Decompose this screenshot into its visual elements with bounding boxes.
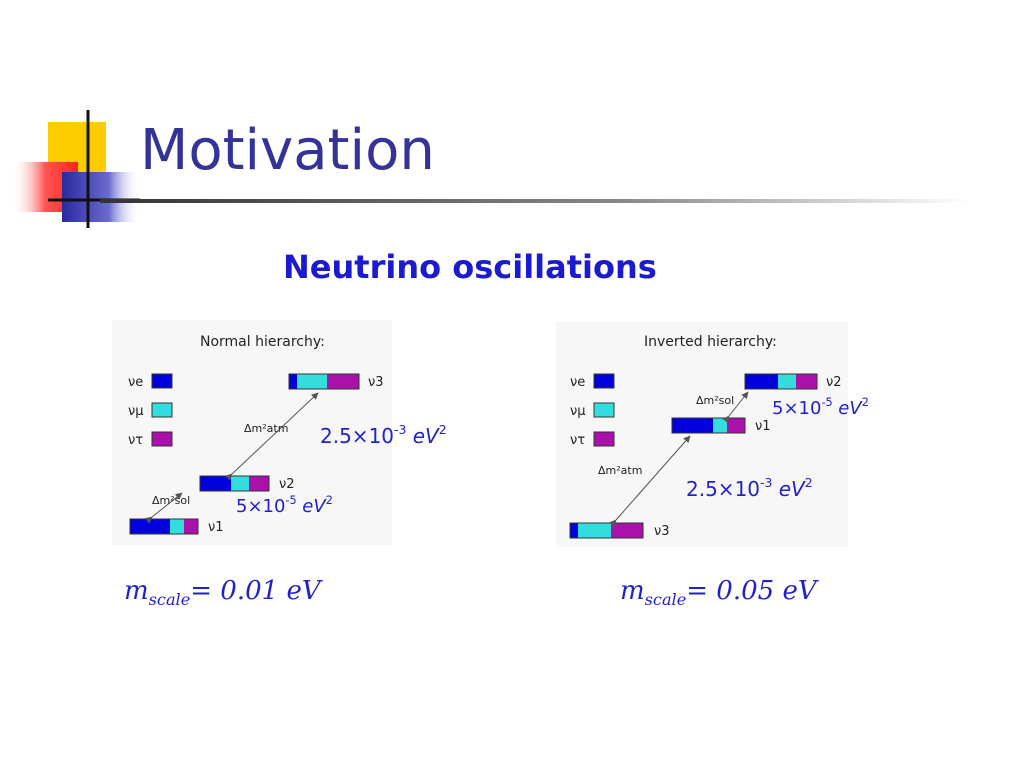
- level-nu2-label: ν2: [826, 375, 842, 390]
- level-nu2-bar: [199, 475, 270, 492]
- legend-nu-e-label: νe: [128, 375, 143, 390]
- inverted-atm-value: 2.5×10-3 eV2: [686, 475, 813, 501]
- level-nu1-bar: [671, 417, 746, 434]
- legend-nu-e-label: νe: [570, 375, 585, 390]
- level-nu3-label: ν3: [654, 524, 670, 539]
- sol-splitting-arrow: [144, 492, 183, 524]
- legend-nu-e-swatch: [593, 373, 615, 389]
- level-nu2-bar: [744, 373, 818, 390]
- dm-sol-label: Δm²sol: [696, 394, 734, 407]
- legend-nu-e-swatch: [151, 373, 173, 389]
- atm-splitting-arrow: [609, 435, 691, 528]
- legend-nu-mu-swatch: [593, 402, 615, 418]
- legend-nu-tau-swatch: [151, 431, 173, 447]
- inverted-hierarchy-diagram: Inverted hierarchy: νe νμ ντ ν2 ν1 ν3 Δm…: [556, 322, 848, 547]
- legend-nu-mu-label: νμ: [570, 404, 586, 419]
- legend-nu-mu-label: νμ: [128, 404, 144, 419]
- dm-atm-label: Δm²atm: [598, 464, 642, 477]
- normal-heading: Normal hierarchy:: [200, 334, 325, 350]
- legend-nu-mu-swatch: [151, 402, 173, 418]
- level-nu1-label: ν1: [208, 520, 224, 535]
- dm-atm-label: Δm²atm: [244, 422, 288, 435]
- sol-splitting-arrow: [722, 391, 749, 424]
- normal-hierarchy-diagram: Normal hierarchy: νe νμ ντ ν3 ν2 ν1 Δm²a…: [112, 320, 392, 545]
- level-nu1-label: ν1: [755, 419, 771, 434]
- level-nu3-bar: [288, 373, 360, 390]
- title-underline: [100, 199, 970, 203]
- slide-subtitle: Neutrino oscillations: [283, 248, 657, 286]
- inverted-heading: Inverted hierarchy:: [644, 334, 777, 350]
- legend-nu-tau-label: ντ: [570, 433, 585, 448]
- normal-mscale: mscale= 0.01 eV: [124, 576, 321, 610]
- dm-sol-label: Δm²sol: [152, 494, 190, 507]
- level-nu1-bar: [129, 518, 199, 535]
- level-nu3-label: ν3: [368, 375, 384, 390]
- slide-logo: [12, 110, 140, 228]
- inverted-sol-value: 5×10-5 eV2: [772, 396, 869, 419]
- atm-splitting-arrow: [225, 392, 319, 481]
- normal-atm-value: 2.5×10-3 eV2: [320, 422, 447, 448]
- logo-blue-block: [62, 172, 140, 222]
- level-nu3-bar: [569, 522, 644, 539]
- level-nu2-label: ν2: [279, 477, 295, 492]
- legend-nu-tau-swatch: [593, 431, 615, 447]
- legend-nu-tau-label: ντ: [128, 433, 143, 448]
- slide-title: Motivation: [140, 118, 435, 183]
- normal-sol-value: 5×10-5 eV2: [236, 494, 333, 517]
- inverted-mscale: mscale= 0.05 eV: [620, 576, 817, 610]
